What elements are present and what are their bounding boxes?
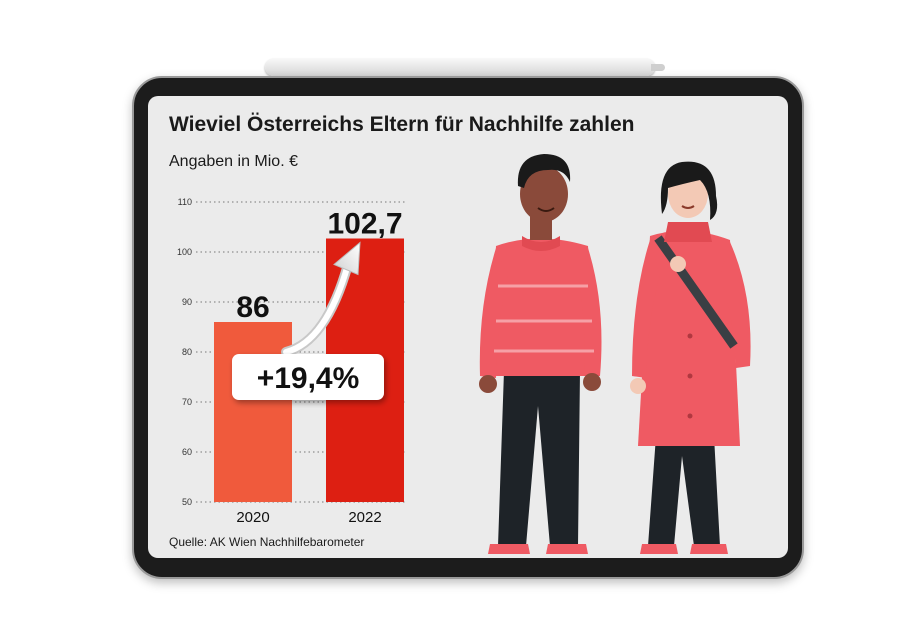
category-label: 2022 [348, 509, 381, 526]
growth-arrow-highlight [283, 261, 351, 355]
chart-subtitle: Angaben in Mio. € [169, 153, 298, 170]
woman-figure [630, 161, 751, 554]
chart-screen: Wieviel Österreichs Eltern für Nachhilfe… [148, 96, 788, 558]
y-tick-label: 90 [182, 297, 192, 307]
stylus-pencil [265, 59, 665, 76]
category-label: 2020 [236, 509, 269, 526]
change-label: +19,4% [257, 362, 360, 395]
chart-title: Wieviel Österreichs Eltern für Nachhilfe… [169, 113, 635, 136]
chart-source: Quelle: AK Wien Nachhilfebarometer [169, 535, 365, 549]
change-badge [232, 354, 384, 400]
bar-2020 [214, 322, 292, 502]
y-tick-label: 70 [182, 397, 192, 407]
people-illustration [479, 154, 751, 554]
bar-chart: 50 60 70 80 90 100 110 86 2020 102,7 2022 +19,4% [177, 197, 406, 526]
man-figure [479, 154, 602, 554]
growth-arrow-head [333, 241, 361, 276]
value-label: 86 [236, 291, 269, 324]
y-tick-label: 50 [182, 497, 192, 507]
value-label: 102,7 [327, 208, 402, 241]
y-tick-label: 110 [178, 197, 192, 207]
y-tick-label: 80 [182, 347, 192, 357]
y-tick-label: 60 [182, 447, 192, 457]
y-tick-label: 100 [177, 247, 192, 257]
